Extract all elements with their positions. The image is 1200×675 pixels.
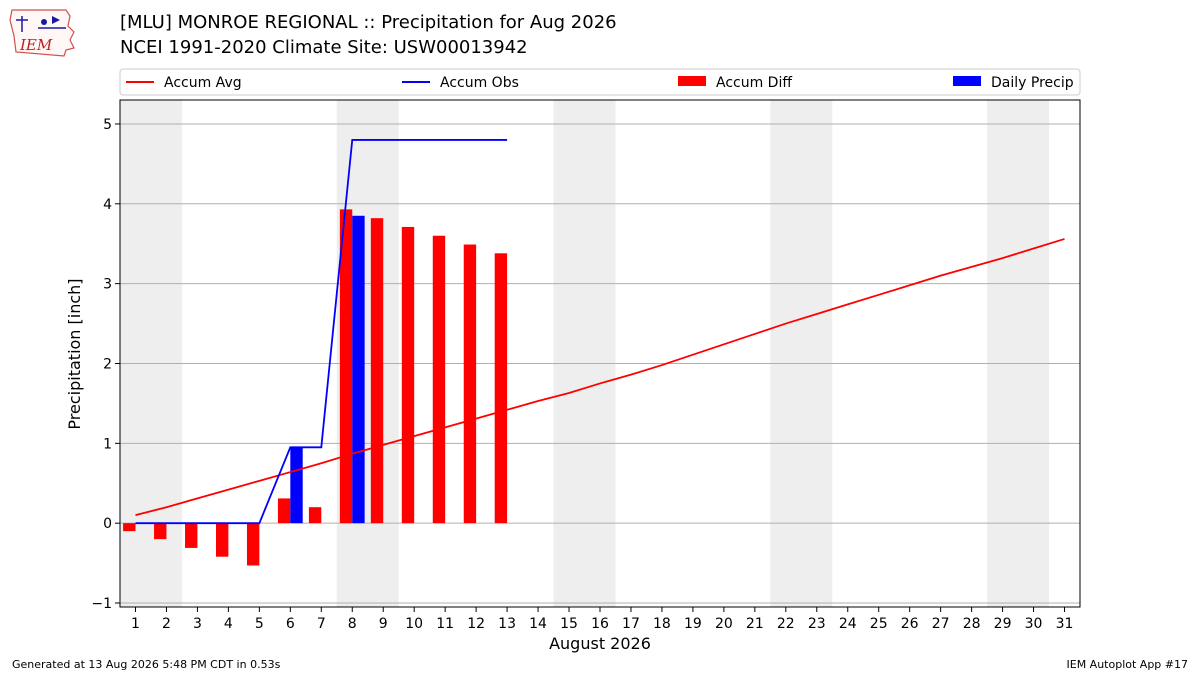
legend-label-accum-diff: Accum Diff — [716, 75, 792, 91]
x-tick-label: 30 — [1025, 616, 1043, 632]
y-tick-label: 2 — [103, 356, 112, 372]
legend-label-accum-avg: Accum Avg — [164, 75, 242, 91]
y-tick-label: −1 — [91, 596, 112, 612]
x-axis: 1 2 3 4 5 6 7 8 9 10 11 12 13 14 15 16 17 18 19 20 21 22 23 24 2… — [131, 607, 1073, 632]
accum-diff-bar-day-4 — [216, 523, 229, 557]
x-tick-label: 8 — [348, 616, 357, 632]
legend-swatch-daily-precip — [953, 76, 981, 86]
daily-precip-bar-day-6 — [290, 447, 303, 524]
accum-obs-line — [135, 139, 508, 525]
x-tick-label: 26 — [901, 616, 919, 632]
y-axis: −1 0 1 2 3 4 5 — [91, 117, 120, 612]
y-tick-label: 5 — [103, 117, 112, 133]
x-tick-label: 2 — [162, 616, 171, 632]
x-tick-label: 24 — [839, 616, 857, 632]
footer-generated: Generated at 13 Aug 2026 5:48 PM CDT in … — [12, 658, 281, 671]
accum-diff-bar-day-10 — [401, 226, 415, 524]
y-tick-label: 4 — [103, 197, 112, 213]
x-tick-label: 28 — [963, 616, 981, 632]
accum-avg-line — [135, 238, 1065, 517]
lines-layer — [135, 139, 1065, 525]
x-tick-label: 18 — [653, 616, 671, 632]
accum-diff-bar-day-8 — [339, 209, 353, 524]
bars-layer — [123, 209, 508, 566]
x-tick-label: 31 — [1056, 616, 1074, 632]
accum-diff-bar-day-7 — [308, 507, 322, 524]
x-tick-label: 5 — [255, 616, 264, 632]
x-tick-label: 16 — [591, 616, 609, 632]
x-tick-label: 15 — [560, 616, 578, 632]
iem-logo: IEM — [8, 6, 80, 62]
accum-diff-bar-day-9 — [370, 218, 384, 524]
x-tick-label: 11 — [436, 616, 454, 632]
x-tick-label: 20 — [715, 616, 733, 632]
accum-diff-bar-day-5 — [246, 523, 260, 566]
legend: Accum Avg Accum Obs Accum Diff Daily Pre… — [119, 68, 1081, 96]
x-tick-label: 27 — [932, 616, 950, 632]
y-tick-label: 0 — [103, 516, 112, 532]
x-tick-label: 22 — [777, 616, 795, 632]
x-tick-label: 10 — [405, 616, 423, 632]
weekend-band-5 — [987, 100, 1050, 607]
legend-swatch-accum-diff — [678, 76, 706, 86]
chart-title: [MLU] MONROE REGIONAL :: Precipitation f… — [120, 12, 617, 33]
x-tick-label: 23 — [808, 616, 826, 632]
logo-text: IEM — [19, 36, 53, 54]
x-axis-label: August 2026 — [549, 634, 651, 653]
x-tick-label: 21 — [746, 616, 764, 632]
x-tick-label: 19 — [684, 616, 702, 632]
legend-frame — [119, 68, 1081, 96]
x-tick-label: 3 — [193, 616, 202, 632]
accum-diff-bar-day-2 — [154, 523, 167, 540]
x-tick-label: 13 — [498, 616, 516, 632]
x-tick-label: 25 — [870, 616, 888, 632]
x-tick-label: 9 — [379, 616, 388, 632]
x-tick-label: 6 — [286, 616, 295, 632]
accum-diff-bar-day-13 — [494, 253, 508, 524]
y-axis-label: Precipitation [inch] — [65, 278, 84, 429]
y-tick-label: 3 — [103, 277, 112, 293]
weekend-band-3 — [553, 100, 616, 607]
accum-diff-bar-day-1 — [123, 523, 136, 532]
x-tick-label: 1 — [131, 616, 140, 632]
x-tick-label: 17 — [622, 616, 640, 632]
legend-label-daily-precip: Daily Precip — [991, 75, 1074, 91]
weekend-band-4 — [770, 100, 833, 607]
daily-precip-bar-day-8 — [352, 215, 365, 524]
x-tick-label: 14 — [529, 616, 547, 632]
accum-diff-bar-day-12 — [463, 244, 477, 524]
chart-subtitle: NCEI 1991-2020 Climate Site: USW00013942 — [120, 37, 528, 58]
accum-diff-bar-day-3 — [185, 523, 198, 548]
footer-app: IEM Autoplot App #17 — [1066, 658, 1189, 671]
legend-label-accum-obs: Accum Obs — [440, 75, 519, 91]
x-tick-label: 7 — [317, 616, 326, 632]
x-tick-label: 12 — [467, 616, 485, 632]
x-tick-label: 29 — [994, 616, 1012, 632]
y-tick-label: 1 — [103, 436, 112, 452]
x-tick-label: 4 — [224, 616, 233, 632]
accum-diff-bar-day-6 — [277, 498, 291, 524]
accum-diff-bar-day-11 — [432, 235, 446, 524]
